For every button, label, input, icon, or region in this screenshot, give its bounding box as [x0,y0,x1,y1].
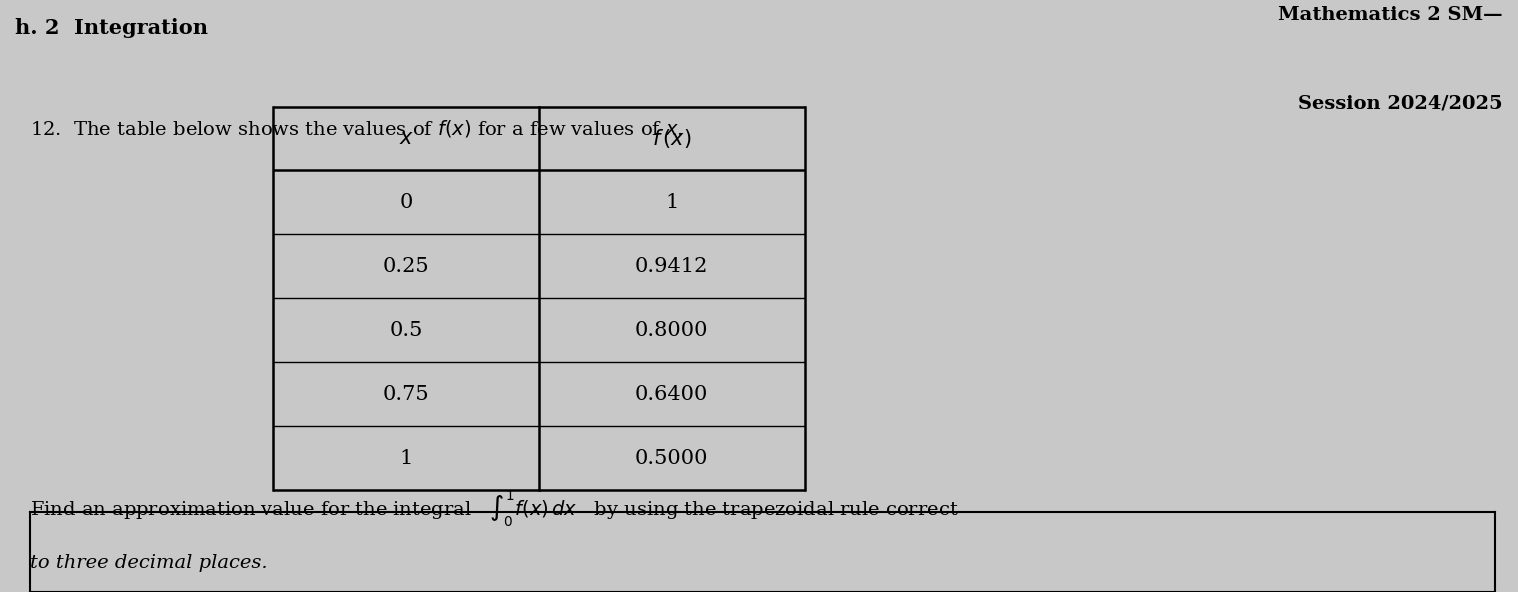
Text: 12.  The table below shows the values of $f(x)$ for a few values of $x$.: 12. The table below shows the values of … [30,118,683,139]
Text: 0: 0 [399,193,413,212]
Text: 0.5000: 0.5000 [635,449,709,468]
Text: 1: 1 [399,449,413,468]
Text: 0.9412: 0.9412 [635,257,709,276]
Text: to three decimal places.: to three decimal places. [30,554,269,571]
Text: Find an approximation value for the integral   $\int_0^1 f(x)\,dx$   by using th: Find an approximation value for the inte… [30,488,959,529]
Text: $x$: $x$ [399,129,413,148]
Text: $f\,(x)$: $f\,(x)$ [651,127,692,150]
Text: 0.6400: 0.6400 [635,385,709,404]
Text: 0.75: 0.75 [383,385,430,404]
Text: 0.25: 0.25 [383,257,430,276]
Text: 0.5: 0.5 [390,321,422,340]
Text: Mathematics 2 SM—: Mathematics 2 SM— [1278,6,1503,24]
Text: h. 2  Integration: h. 2 Integration [15,18,208,38]
Text: Session 2024/2025: Session 2024/2025 [1298,95,1503,112]
Text: 1: 1 [665,193,679,212]
Text: 0.8000: 0.8000 [635,321,709,340]
